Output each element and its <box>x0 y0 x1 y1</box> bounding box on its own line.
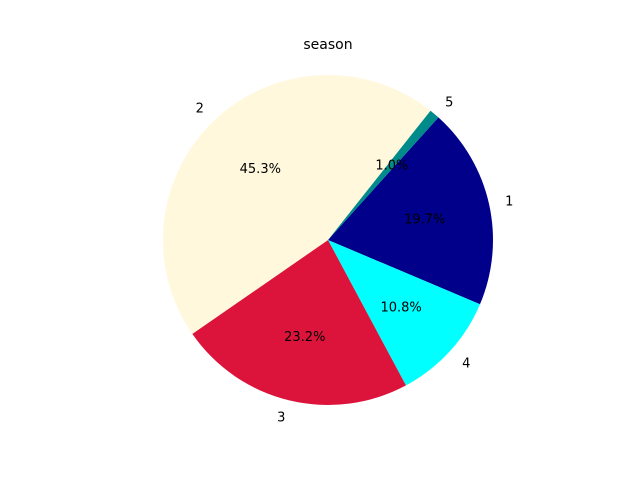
slice-label-1: 1 <box>505 195 513 210</box>
pie-slice-3 <box>192 240 406 405</box>
slice-percent-4: 10.8% <box>380 301 421 316</box>
slice-label-5: 5 <box>445 95 453 110</box>
pie-slices <box>163 75 493 405</box>
pie-slice-2 <box>163 75 431 334</box>
pie-labels: 1 19.7% 4 10.8% 3 23.2% 2 45.3% 5 1.0% <box>196 95 514 425</box>
slice-percent-3: 23.2% <box>284 330 325 345</box>
chart-title: season <box>303 37 352 53</box>
pie-slice-1 <box>328 117 493 305</box>
slice-percent-1: 19.7% <box>404 213 445 228</box>
slice-percent-2: 45.3% <box>240 162 281 177</box>
slice-label-2: 2 <box>196 102 204 117</box>
pie-slice-5 <box>328 110 439 240</box>
pie-slice-4 <box>328 240 480 386</box>
slice-label-3: 3 <box>277 410 285 425</box>
slice-label-4: 4 <box>462 356 470 371</box>
slice-percent-5: 1.0% <box>375 158 408 173</box>
